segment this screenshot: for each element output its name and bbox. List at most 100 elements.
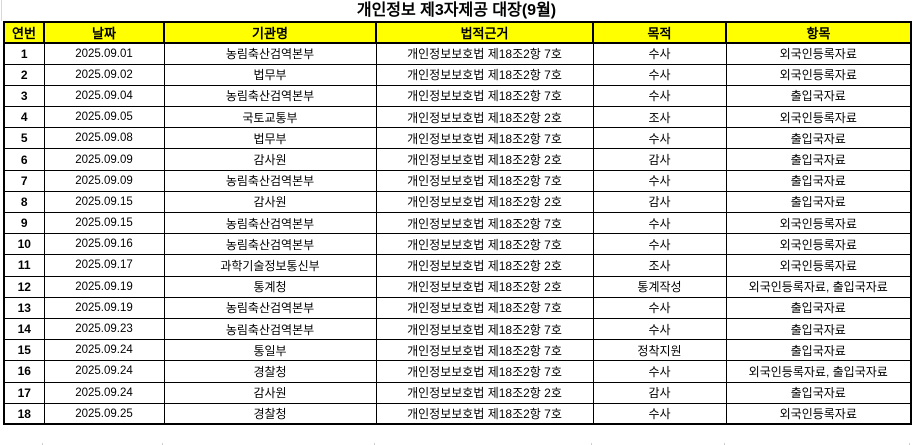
items-cell: 외국인등록자료 <box>725 211 912 235</box>
legal-basis-cell: 개인정보보호법 제18조2항 7호 <box>375 84 594 108</box>
date-cell: 2025.09.24 <box>43 339 165 362</box>
purpose-cell: 감사 <box>592 148 727 171</box>
legal-basis-cell: 개인정보보호법 제18조2항 2호 <box>375 275 594 298</box>
purpose-cell: 정착지원 <box>592 339 727 362</box>
items-cell: 출입국자료 <box>725 84 912 108</box>
institution-cell: 농림축산검역본부 <box>163 42 377 65</box>
table-row: 9 2025.09.15 농림축산검역본부 개인정보보호법 제18조2항 7호 수사 외국… <box>3 211 912 235</box>
table-row: 10 2025.09.16 농림축산검역본부 개인정보보호법 제18조2항 7호 수사 외… <box>3 233 912 256</box>
purpose-cell: 수사 <box>592 402 727 425</box>
purpose-cell: 수사 <box>592 360 727 383</box>
date-cell: 2025.09.19 <box>43 275 165 298</box>
purpose-cell: 수사 <box>592 169 727 192</box>
legal-basis-cell: 개인정보보호법 제18조2항 7호 <box>375 402 594 425</box>
ledger-table-body: 1 2025.09.01 농림축산검역본부 개인정보보호법 제18조2항 7호 수사 외국… <box>3 42 912 425</box>
date-cell: 2025.09.19 <box>43 296 165 319</box>
legal-basis-cell: 개인정보보호법 제18조2항 2호 <box>375 148 594 171</box>
date-cell: 2025.09.25 <box>43 402 165 425</box>
column-header-legal-basis-cell: 법적근거 <box>375 21 594 44</box>
purpose-cell: 감사 <box>592 381 727 404</box>
legal-basis-cell: 개인정보보호법 제18조2항 7호 <box>375 127 594 150</box>
title-row: 개인정보 제3자제공 대장(9월) <box>3 0 910 21</box>
items-cell: 출입국자료 <box>725 148 912 171</box>
purpose-cell: 수사 <box>592 42 727 65</box>
items-cell: 외국인등록자료 <box>725 63 912 86</box>
column-header-row-number-cell: 연번 <box>3 21 45 44</box>
items-cell: 출입국자료 <box>725 296 912 319</box>
items-cell: 외국인등록자료 <box>725 254 912 277</box>
legal-basis-cell: 개인정보보호법 제18조2항 7호 <box>375 296 594 319</box>
institution-cell: 농림축산검역본부 <box>163 211 377 235</box>
institution-cell: 농림축산검역본부 <box>163 317 377 341</box>
purpose-cell: 통계작성 <box>592 275 727 298</box>
row-number-cell: 1 <box>3 42 45 65</box>
page-title: 개인정보 제3자제공 대장(9월) <box>356 2 557 19</box>
items-cell: 외국인등록자료 <box>725 42 912 65</box>
purpose-cell: 수사 <box>592 317 727 341</box>
purpose-cell: 수사 <box>592 127 727 150</box>
header-row: 연번 날짜 기관명 법적근거 목적 항목 <box>3 21 912 44</box>
items-cell: 외국인등록자료 <box>725 402 912 425</box>
gridline-fragment <box>1 0 2 21</box>
row-number-cell: 6 <box>3 148 45 171</box>
date-cell: 2025.09.15 <box>43 190 165 214</box>
legal-basis-cell: 개인정보보호법 제18조2항 2호 <box>375 190 594 214</box>
table-row: 17 2025.09.24 감사원 개인정보보호법 제18조2항 2호 감사 출입국자료 <box>3 381 912 404</box>
date-cell: 2025.09.24 <box>43 381 165 404</box>
date-cell: 2025.09.02 <box>43 63 165 86</box>
row-number-cell: 15 <box>3 339 45 362</box>
table-row: 16 2025.09.24 경찰청 개인정보보호법 제18조2항 7호 수사 외국인등록자… <box>3 360 912 383</box>
table-row: 6 2025.09.09 감사원 개인정보보호법 제18조2항 2호 감사 출입국자료 <box>3 148 912 171</box>
legal-basis-cell: 개인정보보호법 제18조2항 7호 <box>375 169 594 192</box>
legal-basis-cell: 개인정보보호법 제18조2항 7호 <box>375 360 594 383</box>
purpose-cell: 수사 <box>592 296 727 319</box>
date-cell: 2025.09.05 <box>43 106 165 129</box>
row-number-cell: 17 <box>3 381 45 404</box>
items-cell: 출입국자료 <box>725 381 912 404</box>
table-row: 15 2025.09.24 통일부 개인정보보호법 제18조2항 7호 정착지원 출입국자… <box>3 339 912 362</box>
table-row: 2 2025.09.02 법무부 개인정보보호법 제18조2항 7호 수사 외국인등록자료 <box>3 63 912 86</box>
items-cell: 출입국자료 <box>725 339 912 362</box>
institution-cell: 법무부 <box>163 63 377 86</box>
ledger-table: 연번 날짜 기관명 법적근거 목적 항목 1 2025.09.01 농림축산검역본부 개인정보보… <box>3 21 912 426</box>
row-number-cell: 7 <box>3 169 45 192</box>
row-number-cell: 8 <box>3 190 45 214</box>
legal-basis-cell: 개인정보보호법 제18조2항 7호 <box>375 339 594 362</box>
items-cell: 외국인등록자료, 출입국자료 <box>725 275 912 298</box>
institution-cell: 감사원 <box>163 190 377 214</box>
table-row: 1 2025.09.01 농림축산검역본부 개인정보보호법 제18조2항 7호 수사 외국… <box>3 42 912 65</box>
table-row: 8 2025.09.15 감사원 개인정보보호법 제18조2항 2호 감사 출입국자료 <box>3 190 912 214</box>
institution-cell: 농림축산검역본부 <box>163 296 377 319</box>
date-cell: 2025.09.09 <box>43 148 165 171</box>
table-row: 13 2025.09.19 농림축산검역본부 개인정보보호법 제18조2항 7호 수사 출… <box>3 296 912 319</box>
purpose-cell: 조사 <box>592 254 727 277</box>
institution-cell: 경찰청 <box>163 402 377 425</box>
purpose-cell: 조사 <box>592 106 727 129</box>
date-cell: 2025.09.09 <box>43 169 165 192</box>
table-row: 12 2025.09.19 통계청 개인정보보호법 제18조2항 2호 통계작성 외국인등… <box>3 275 912 298</box>
date-cell: 2025.09.17 <box>43 254 165 277</box>
row-number-cell: 5 <box>3 127 45 150</box>
table-row: 7 2025.09.09 농림축산검역본부 개인정보보호법 제18조2항 7호 수사 출입… <box>3 169 912 192</box>
institution-cell: 과학기술정보통신부 <box>163 254 377 277</box>
purpose-cell: 수사 <box>592 233 727 256</box>
legal-basis-cell: 개인정보보호법 제18조2항 7호 <box>375 211 594 235</box>
table-row: 5 2025.09.08 법무부 개인정보보호법 제18조2항 7호 수사 출입국자료 <box>3 127 912 150</box>
purpose-cell: 수사 <box>592 63 727 86</box>
legal-basis-cell: 개인정보보호법 제18조2항 7호 <box>375 233 594 256</box>
table-row: 3 2025.09.04 농림축산검역본부 개인정보보호법 제18조2항 7호 수사 출입… <box>3 84 912 108</box>
institution-cell: 통계청 <box>163 275 377 298</box>
gridline-stubs <box>3 443 910 445</box>
date-cell: 2025.09.16 <box>43 233 165 256</box>
items-cell: 외국인등록자료, 출입국자료 <box>725 360 912 383</box>
column-header-institution-cell: 기관명 <box>163 21 377 44</box>
row-number-cell: 18 <box>3 402 45 425</box>
items-cell: 출입국자료 <box>725 169 912 192</box>
row-number-cell: 9 <box>3 211 45 235</box>
row-number-cell: 3 <box>3 84 45 108</box>
legal-basis-cell: 개인정보보호법 제18조2항 7호 <box>375 63 594 86</box>
row-number-cell: 2 <box>3 63 45 86</box>
institution-cell: 감사원 <box>163 148 377 171</box>
institution-cell: 통일부 <box>163 339 377 362</box>
